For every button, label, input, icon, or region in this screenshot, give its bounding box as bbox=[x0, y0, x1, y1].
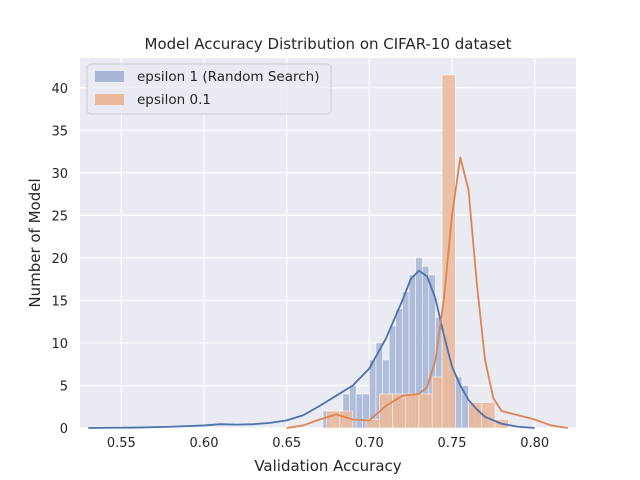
legend: epsilon 1 (Random Search) epsilon 0.1 bbox=[86, 63, 332, 115]
legend-label-epsilon-0-1: epsilon 0.1 bbox=[137, 92, 211, 108]
x-axis-title: Validation Accuracy bbox=[254, 457, 401, 475]
y-axis-ticks: 0 5 10 15 20 25 30 35 40 bbox=[51, 82, 68, 437]
y-tick-label: 40 bbox=[51, 82, 68, 97]
y-tick-label: 30 bbox=[51, 167, 68, 182]
y-tick-label: 25 bbox=[51, 209, 68, 224]
y-tick-label: 10 bbox=[51, 337, 68, 352]
y-tick-label: 15 bbox=[51, 294, 68, 309]
histogram-bar-series-0 bbox=[355, 393, 363, 429]
histogram-bar-series-1 bbox=[326, 410, 340, 429]
kde-line-series-0 bbox=[88, 269, 535, 429]
legend-swatch-epsilon-1 bbox=[95, 71, 124, 82]
x-axis-ticks: 0.55 0.60 0.65 0.70 0.75 0.80 bbox=[107, 436, 549, 451]
x-tick-label: 0.65 bbox=[272, 436, 301, 451]
plot-area bbox=[80, 58, 576, 428]
x-tick-label: 0.60 bbox=[190, 436, 219, 451]
y-tick-label: 35 bbox=[51, 124, 68, 139]
kde-curves bbox=[88, 156, 568, 429]
x-tick-label: 0.80 bbox=[520, 436, 549, 451]
histogram-bar-series-1 bbox=[481, 402, 496, 429]
histogram-bar-series-0 bbox=[455, 376, 463, 429]
y-axis-title: Number of Model bbox=[26, 178, 44, 307]
histogram-bar-series-1 bbox=[405, 393, 420, 429]
x-tick-label: 0.70 bbox=[355, 436, 384, 451]
kde-line-series-1 bbox=[286, 156, 568, 429]
histogram-bar-series-1 bbox=[392, 393, 406, 429]
y-tick-label: 20 bbox=[51, 252, 68, 267]
legend-box bbox=[86, 63, 332, 115]
y-tick-label: 5 bbox=[60, 379, 68, 394]
x-tick-label: 0.75 bbox=[438, 436, 467, 451]
legend-swatch-epsilon-0-1 bbox=[95, 94, 124, 105]
y-tick-label: 0 bbox=[60, 422, 68, 437]
x-tick-label: 0.55 bbox=[107, 436, 136, 451]
legend-label-epsilon-1: epsilon 1 (Random Search) bbox=[137, 69, 320, 85]
histogram-bar-series-1 bbox=[418, 393, 433, 429]
chart-title: Model Accuracy Distribution on CIFAR-10 … bbox=[145, 35, 512, 53]
